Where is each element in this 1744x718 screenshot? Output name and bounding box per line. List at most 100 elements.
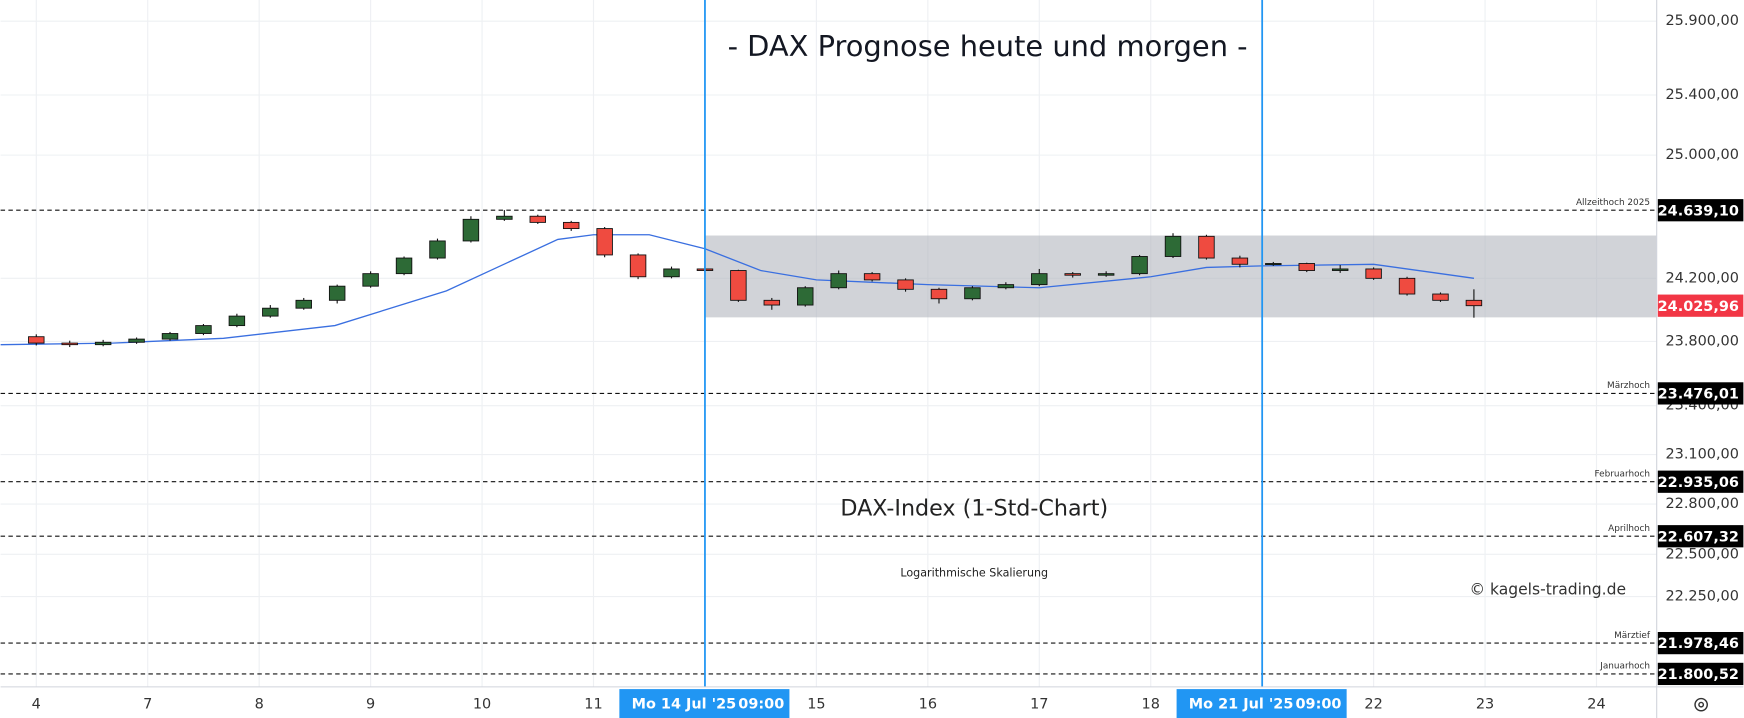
candle-body [1331, 268, 1349, 271]
candle-body [830, 273, 847, 289]
candle-body [161, 333, 179, 340]
candle-body [1198, 235, 1215, 259]
candle-body [1064, 273, 1081, 276]
marker-date: Mo 14 Jul '25 [632, 697, 737, 713]
level-value: 23.476,01 [1658, 387, 1739, 403]
candle-body [663, 268, 680, 278]
candle-body [1031, 273, 1048, 286]
candle-body [562, 221, 580, 230]
y-tick-label: 22.800,00 [1665, 496, 1738, 512]
x-tick-label: 8 [255, 697, 264, 713]
level-label: Aprilhoch [1608, 524, 1650, 534]
candle-body [262, 307, 279, 317]
candle-body [1164, 235, 1182, 257]
candle-body [964, 287, 981, 300]
level-label: Märztief [1614, 631, 1651, 641]
candle-body [94, 341, 112, 346]
x-tick-label: 9 [366, 697, 375, 713]
candle-body [28, 336, 45, 344]
level-label: Märzhoch [1607, 381, 1650, 391]
level-value-box [1657, 662, 1744, 686]
candle-body [1432, 293, 1449, 301]
candle-body [395, 257, 413, 275]
plot [0, 0, 1657, 687]
level-value-box [1657, 382, 1744, 405]
candle-body [730, 270, 747, 301]
level-value-box [1657, 631, 1744, 655]
y-tick-label: 22.250,00 [1665, 589, 1738, 605]
candle-body [328, 285, 346, 301]
candle-body [429, 240, 446, 259]
x-tick-label: 18 [1142, 697, 1160, 713]
y-tick-label: 25.400,00 [1665, 87, 1738, 103]
candle-body [61, 342, 78, 346]
candle-body [1231, 257, 1249, 265]
grid [0, 0, 1657, 687]
candle-body [596, 228, 613, 256]
candle-body [462, 218, 480, 242]
candle-body [1097, 273, 1115, 276]
marker-time: 09:00 [1296, 697, 1342, 713]
x-tick-label: 23 [1476, 697, 1494, 713]
candle-body [128, 338, 145, 343]
candle-body [1131, 256, 1148, 275]
y-tick-label: 23.800,00 [1665, 333, 1738, 349]
marker-label-box [1176, 689, 1347, 718]
candle-body [228, 315, 246, 327]
x-tick-label: 17 [1030, 697, 1048, 713]
x-tick-label: 4 [32, 697, 41, 713]
level-value: 24.639,10 [1658, 203, 1739, 219]
level-label: Februarhoch [1595, 469, 1650, 479]
candle-body [763, 299, 781, 306]
x-tick-label: 11 [584, 697, 602, 713]
y-tick-label: 25.000,00 [1665, 147, 1738, 163]
chart-subtitle: DAX-Index (1-Std-Chart) [840, 496, 1108, 522]
x-tick-label: 10 [473, 697, 491, 713]
last-price-label: 24.025,96 [1658, 299, 1739, 315]
candle-body [1365, 268, 1382, 279]
level-value-box [1657, 470, 1744, 493]
level-label: Januarhoch [1599, 662, 1650, 672]
candle-body [1265, 263, 1282, 266]
candle-body [496, 215, 513, 220]
marker-label-box [619, 689, 790, 718]
marker-time: 09:00 [738, 697, 784, 713]
candle-body [897, 279, 914, 290]
level-label: Allzeithoch 2025 [1576, 198, 1650, 208]
marker-date: Mo 21 Jul '25 [1189, 697, 1294, 713]
y-tick-label: 25.900,00 [1665, 13, 1738, 29]
last-price-box [1657, 294, 1744, 317]
y-tick-label: 23.100,00 [1665, 447, 1738, 463]
x-tick-label: 22 [1364, 697, 1382, 713]
candle-body [930, 288, 948, 300]
candle-body [1298, 263, 1315, 271]
candle-body [863, 273, 881, 281]
chart-title: - DAX Prognose heute und morgen - [728, 29, 1248, 63]
x-tick-label: 7 [143, 697, 152, 713]
x-tick-label: 24 [1587, 697, 1605, 713]
copyright: © kagels-trading.de [1470, 581, 1627, 599]
candle-body [1465, 299, 1483, 307]
candle-body [1398, 277, 1416, 295]
y-tick-label: 22.500,00 [1665, 546, 1738, 562]
level-value: 22.935,06 [1658, 475, 1739, 491]
x-tick-label: 15 [807, 697, 825, 713]
level-value: 21.800,52 [1658, 667, 1739, 683]
candle-body [362, 273, 379, 287]
candle-body [295, 299, 312, 309]
candle-body [195, 325, 212, 334]
settings-icon[interactable] [1694, 697, 1708, 712]
y-tick-label: 24.200,00 [1665, 270, 1738, 286]
candle-body [529, 215, 547, 223]
candle-body [997, 284, 1015, 289]
scale-note: Logarithmische Skalierung [900, 567, 1048, 580]
level-value: 21.978,46 [1658, 636, 1739, 652]
level-value-box [1657, 199, 1744, 222]
candle-body [629, 254, 647, 278]
candle-body [797, 287, 814, 306]
level-value: 22.607,32 [1658, 529, 1739, 545]
x-tick-label: 16 [919, 697, 937, 713]
